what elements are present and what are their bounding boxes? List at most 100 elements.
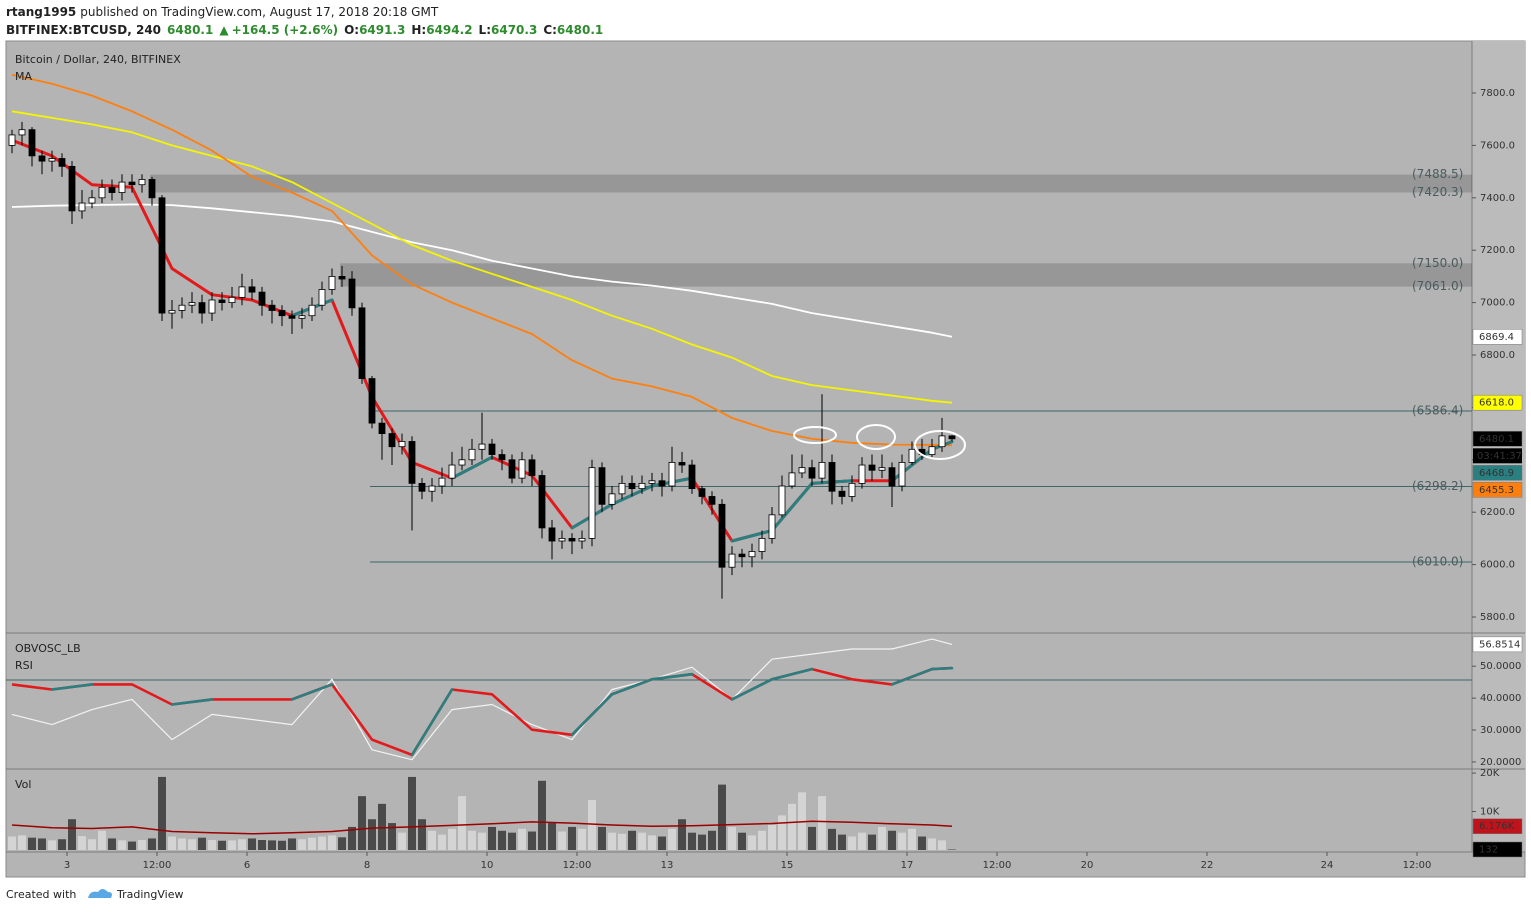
candle-body: [118, 181, 126, 193]
line-series: [11, 110, 953, 404]
candle-body: [748, 551, 756, 558]
zone-label: (7488.5): [1412, 167, 1463, 181]
volume-bar: [208, 840, 216, 850]
x-tick-label: 12:00: [563, 860, 592, 871]
zone-label: (7061.0): [1412, 279, 1463, 293]
rising-segment: [770, 481, 814, 533]
candle-body: [178, 304, 186, 311]
candle-body: [368, 378, 376, 424]
h-label: H:: [411, 23, 426, 37]
volume-bar: [688, 832, 696, 850]
candle-body: [428, 485, 436, 492]
volume-bar: [908, 828, 916, 850]
line-series: [11, 820, 953, 835]
logo: [88, 889, 112, 898]
price-tag-label: 6468.9: [1479, 468, 1514, 479]
price-tag: [1472, 818, 1523, 834]
level-label: (6010.0): [1412, 554, 1463, 568]
candle-body: [548, 527, 556, 542]
volume-bar: [158, 776, 166, 850]
candle-body: [28, 129, 36, 157]
candle-body: [8, 134, 16, 146]
user: rtang1995: [6, 5, 76, 19]
rising-segment: [170, 698, 214, 706]
candle-body: [458, 459, 466, 466]
y-tick-label: 5800.0: [1480, 612, 1515, 623]
candle-body: [188, 302, 196, 306]
volume-bar: [508, 832, 516, 850]
candle-body: [478, 443, 486, 450]
candle-body: [48, 158, 56, 162]
y-tick-label: 7000.0: [1480, 298, 1515, 309]
candle-body: [348, 278, 356, 309]
price-tag: [1472, 482, 1523, 498]
volume-bar: [758, 830, 766, 850]
candle-body: [878, 467, 886, 471]
c-label: C:: [543, 23, 557, 37]
candle-body: [148, 179, 156, 199]
zone-label: (7150.0): [1412, 256, 1463, 270]
zone: [150, 174, 1472, 193]
countdown: 03:41:37: [1477, 451, 1522, 462]
candle-body: [298, 315, 306, 319]
candle-body: [948, 435, 956, 440]
volume-bar: [788, 803, 796, 850]
candle-body: [68, 165, 76, 212]
volume-bar: [858, 832, 866, 850]
volume-bar: [428, 830, 436, 850]
volume-bar: [258, 840, 266, 850]
candle-body: [788, 472, 796, 487]
volume-bar: [248, 838, 256, 850]
volume-bar: [148, 838, 156, 850]
candle-body: [638, 482, 646, 490]
rising-segment: [650, 672, 694, 681]
x-tick-label: 10: [481, 860, 494, 871]
volume-bar: [888, 830, 896, 850]
candle-body: [808, 467, 816, 479]
volume-bar: [628, 830, 636, 850]
y-tick-label: 20.0000: [1480, 757, 1521, 768]
volume-bar: [528, 831, 536, 850]
volume-bar: [928, 838, 936, 850]
candle-body: [938, 435, 946, 448]
volume-bar: [418, 819, 426, 850]
zones-layer: [150, 174, 1472, 563]
candle-body: [158, 197, 166, 314]
volume-bar: [518, 828, 526, 850]
x-tick-label: 6: [244, 860, 250, 871]
volume-bar: [398, 832, 406, 850]
candle-body: [438, 477, 446, 487]
price-tag-label: 6480.1: [1479, 434, 1514, 445]
candle-body: [758, 537, 766, 552]
candle-body: [838, 490, 846, 497]
indicator-label: MA: [15, 70, 32, 83]
rising-segment: [770, 667, 814, 681]
price-tag-label: 6.176K: [1479, 821, 1515, 832]
footer-brand: TradingView: [116, 888, 183, 901]
volume-bar: [68, 819, 76, 850]
price-tag: [1472, 431, 1523, 447]
rising-segment: [50, 683, 94, 691]
candle-body: [698, 488, 706, 497]
last-price: 6480.1: [167, 23, 213, 37]
volume-bar: [668, 828, 676, 850]
candle-body: [138, 179, 146, 186]
candle-body: [318, 289, 326, 306]
candle-body: [908, 448, 916, 463]
volume-bar: [568, 826, 576, 850]
volume-bar: [748, 835, 756, 850]
volume-bar: [948, 849, 956, 850]
x-tick-label: 24: [1321, 860, 1334, 871]
candle-body: [688, 464, 696, 490]
volume-bar: [28, 837, 36, 850]
price-tag: [1472, 841, 1523, 858]
rising-segment: [290, 683, 334, 701]
candle-body: [268, 304, 276, 311]
y-tick-label: 7200.0: [1480, 245, 1515, 256]
volume-bar: [598, 826, 606, 850]
y-tick-label: 7600.0: [1480, 140, 1515, 151]
candle-body: [38, 155, 46, 162]
volume-bar: [278, 840, 286, 850]
volume-bar: [178, 838, 186, 850]
x-tick-label: 20: [1081, 860, 1094, 871]
